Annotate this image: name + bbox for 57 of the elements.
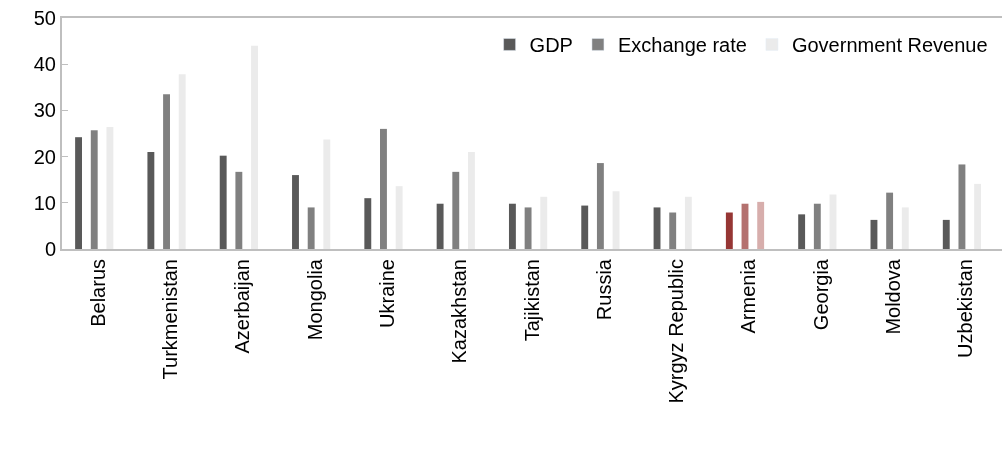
bar: [452, 171, 460, 249]
y-tick-label: 0: [44, 238, 56, 260]
x-tick-label: Uzbekistan: [954, 259, 977, 358]
x-tick-label: Turkmenistan: [158, 259, 181, 380]
bar: [90, 130, 98, 249]
bar: [901, 207, 909, 249]
bar: [219, 155, 227, 249]
bar: [757, 201, 765, 249]
bar: [395, 186, 403, 249]
bar: [798, 214, 806, 249]
bar: [813, 203, 821, 249]
bar: [725, 212, 733, 249]
bar: [974, 183, 982, 249]
bar: [292, 175, 299, 249]
bar: [942, 219, 950, 249]
x-tick-label: Tajikistan: [520, 259, 543, 342]
bar: [524, 207, 532, 249]
bar: [235, 171, 243, 249]
bar: [147, 151, 155, 249]
bar: [364, 198, 372, 249]
legend-label: Exchange rate: [617, 34, 747, 57]
x-tick-label: Russia: [592, 258, 615, 321]
bar: [323, 139, 331, 249]
x-tick-label: Kyrgyz Republic: [665, 259, 688, 404]
bar: [958, 164, 966, 249]
bar: [380, 128, 387, 249]
y-tick-label: 40: [33, 53, 56, 76]
x-tick-label: Mongolia: [303, 258, 326, 341]
x-tick-label: Georgia: [809, 258, 832, 331]
bar: [307, 207, 315, 249]
bar: [436, 203, 444, 249]
x-tick-label: Armenia: [737, 258, 760, 334]
bar: [178, 74, 186, 249]
x-tick-label: Ukraine: [375, 259, 398, 328]
legend-label: GDP: [529, 34, 573, 57]
bar: [508, 203, 516, 249]
bar: [886, 192, 894, 249]
y-tick-label: 30: [33, 99, 56, 122]
y-tick-label: 20: [33, 145, 56, 168]
y-tick-label: 50: [33, 7, 56, 29]
legend-label: Government Revenue: [791, 34, 988, 57]
bar: [468, 151, 475, 249]
bar: [581, 205, 589, 249]
bar: [251, 45, 258, 249]
bar: [163, 94, 170, 249]
x-tick-label: Belarus: [86, 259, 109, 327]
bar: [596, 163, 604, 249]
bar: [540, 196, 548, 249]
bar: [669, 212, 677, 249]
y-tick-label: 10: [33, 191, 56, 214]
x-tick-label: Kazakhstan: [448, 259, 471, 364]
x-tick-label: Azerbaijan: [231, 259, 254, 354]
bar: [106, 127, 114, 249]
bar: [684, 196, 692, 249]
x-tick-label: Moldova: [882, 258, 905, 335]
bar: [75, 137, 83, 249]
bar: [612, 191, 620, 249]
